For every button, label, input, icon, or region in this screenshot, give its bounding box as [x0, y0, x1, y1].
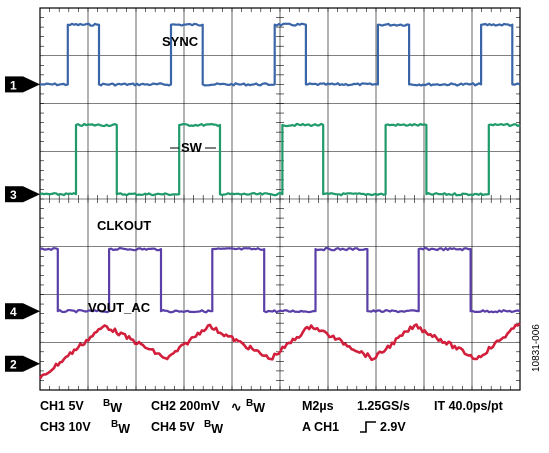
channel-marker-box	[5, 76, 23, 93]
trace-sync	[40, 22, 521, 87]
channel-marker-2: 2	[5, 355, 40, 372]
interpolation-time: IT 40.0ps/pt	[434, 399, 503, 413]
rising-edge-icon	[359, 420, 377, 437]
trace-label-vout-ac: VOUT_AC	[88, 300, 151, 315]
trace-vout-ac	[38, 322, 521, 380]
trace-label-sw: SW	[181, 140, 203, 155]
channel-marker-label: 4	[10, 305, 17, 319]
trace-labels: SYNC SW CLKOUT VOUT_AC	[88, 34, 216, 315]
timebase: M2µs	[302, 399, 334, 413]
channel-marker-arrow	[23, 76, 40, 93]
channel-marker-arrow	[23, 355, 40, 372]
trace-sw	[39, 122, 521, 197]
trigger-source: A CH1	[302, 420, 340, 434]
channel-marker-4: 4	[5, 303, 40, 320]
trace-label-clkout: CLKOUT	[97, 218, 151, 233]
ch3-setting: CH3 10V	[40, 420, 91, 434]
channel-marker-1: 1	[5, 76, 40, 93]
ch1-bandwidth-icon: BW	[103, 398, 123, 415]
ch3-bandwidth-icon: BW	[111, 419, 131, 436]
channel-marker-label: 3	[10, 188, 17, 202]
ch4-bandwidth-icon: BW	[204, 419, 224, 436]
ch2-setting: CH2 200mV	[151, 399, 220, 413]
grid	[39, 7, 521, 391]
trigger-level: 2.9V	[380, 420, 406, 434]
channel-marker-label: 2	[10, 358, 17, 372]
ac-coupling-icon: ∿	[231, 400, 242, 414]
trace-label-sync: SYNC	[162, 34, 199, 49]
ch4-setting: CH4 5V	[151, 420, 195, 434]
ch1-setting: CH1 5V	[40, 399, 84, 413]
channel-marker-3: 3	[5, 186, 40, 203]
ch2-bandwidth-icon: BW	[246, 398, 266, 415]
channel-marker-label: 1	[10, 78, 17, 92]
trace-clkout	[39, 246, 521, 314]
channel-markers: 1 3 4 2	[5, 76, 40, 372]
figure-id: 10831-006	[531, 324, 542, 372]
channel-marker-box	[5, 355, 23, 372]
sample-rate: 1.25GS/s	[357, 399, 410, 413]
channel-marker-arrow	[23, 186, 40, 203]
channel-marker-box	[5, 186, 23, 203]
traces	[38, 22, 521, 380]
channel-marker-arrow	[23, 303, 40, 320]
channel-marker-box	[5, 303, 23, 320]
